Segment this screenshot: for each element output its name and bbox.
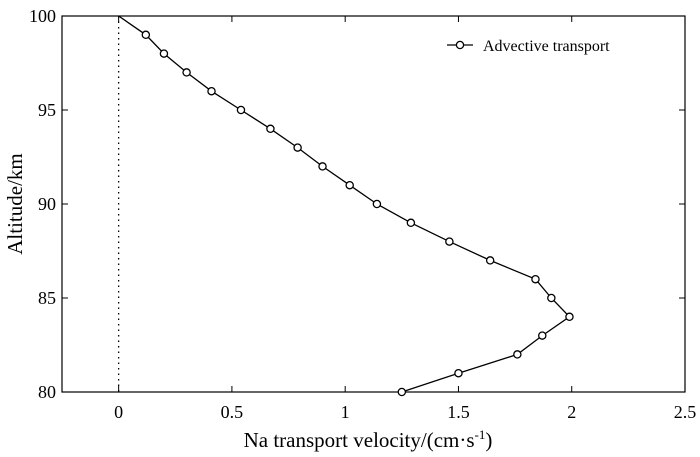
data-point (547, 293, 556, 303)
x-axis-title-close: ) (485, 428, 492, 452)
data-point (372, 199, 382, 209)
data-point (159, 49, 169, 58)
data-point (445, 237, 454, 246)
x-tick-label: 1.5 (447, 402, 470, 422)
legend-marker-sample (455, 40, 465, 50)
y-tick-label: 100 (29, 6, 56, 26)
data-point (485, 256, 495, 265)
legend-box (436, 28, 664, 66)
data-point (397, 387, 407, 397)
y-tick-label: 95 (38, 100, 56, 120)
data-point (531, 274, 540, 284)
x-tick-label: 0.5 (221, 402, 244, 422)
y-tick-label: 90 (38, 194, 56, 214)
data-point (454, 368, 463, 378)
x-axis-title: Na transport velocity/(cm·s-1) (244, 427, 493, 452)
y-axis-title: Altitude/km (3, 153, 27, 255)
y-tick-label: 80 (38, 382, 56, 402)
data-point (236, 105, 246, 115)
data-point (565, 312, 574, 322)
x-tick-label: 1 (341, 402, 350, 422)
data-point (182, 68, 191, 77)
x-axis-title-superscript: -1 (475, 427, 486, 442)
data-point (318, 162, 327, 171)
x-axis-title-main: Na transport velocity/(cm·s (244, 428, 475, 452)
x-tick-label: 2.5 (674, 402, 697, 422)
x-tick-label: 0 (114, 402, 123, 422)
data-point (406, 218, 416, 228)
x-tick-label: 2 (567, 402, 576, 422)
data-point (141, 30, 151, 40)
legend: Advective transport (436, 28, 664, 66)
data-point (345, 180, 354, 190)
y-tick-label: 85 (38, 288, 56, 308)
data-point (513, 350, 522, 359)
data-point (207, 86, 216, 96)
data-point (538, 331, 547, 340)
legend-label: Advective transport (483, 38, 610, 55)
data-point (266, 124, 275, 134)
data-point (293, 143, 302, 152)
